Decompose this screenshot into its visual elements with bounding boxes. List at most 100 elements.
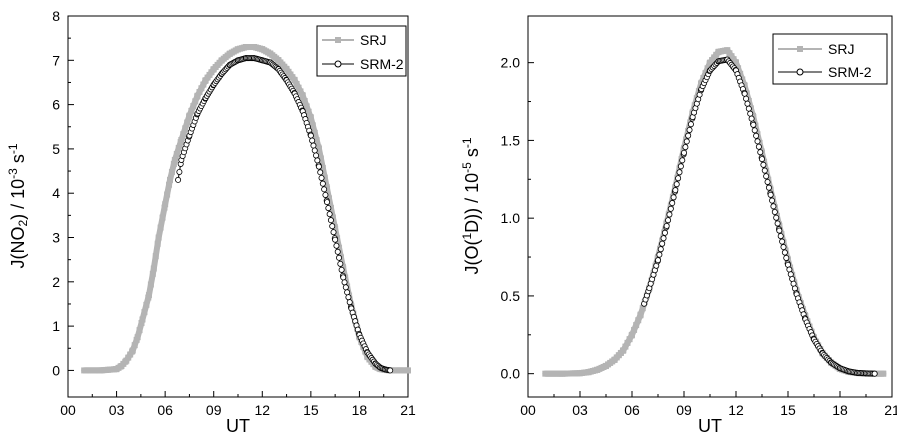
data-point-srm2 xyxy=(669,200,676,207)
y-tick-label: 5 xyxy=(52,141,60,157)
data-point-srm2 xyxy=(760,161,767,168)
data-point-srj xyxy=(139,316,146,323)
data-point-srm2 xyxy=(333,242,340,249)
data-point-srj xyxy=(184,119,191,126)
data-point-srm2 xyxy=(336,254,343,261)
data-point-srj xyxy=(672,184,679,191)
y-ticks: 0 1 2 3 4 5 6 7 8 xyxy=(52,8,74,378)
data-point-srj xyxy=(745,97,752,104)
data-point-srj xyxy=(192,98,199,105)
y-tick-label: 2.0 xyxy=(501,55,521,71)
series-line-srj xyxy=(542,47,887,377)
y-tick-label: 1.5 xyxy=(501,132,521,148)
data-point-srj xyxy=(159,214,166,221)
data-point-srm2 xyxy=(672,187,679,194)
data-point-srm2 xyxy=(755,143,762,150)
data-point-srm2 xyxy=(321,186,328,193)
data-point-srm2 xyxy=(754,138,761,145)
series-line-srj xyxy=(81,44,411,374)
data-point-srj xyxy=(626,336,633,343)
chart-o1d: 00 03 06 09 12 15 18 21 0.0 0.5 1.0 1.5 2.0 UT J(O(… xyxy=(460,15,897,436)
data-point-srj xyxy=(313,137,320,144)
data-point-srj xyxy=(161,204,168,211)
data-point-srm2 xyxy=(743,95,750,102)
data-point-srm2 xyxy=(330,229,337,236)
data-point-srj xyxy=(180,131,187,138)
legend-box xyxy=(316,25,407,77)
x-axis-title: UT xyxy=(698,416,722,436)
data-point-srm2 xyxy=(324,199,331,206)
data-point-srm2 xyxy=(670,194,677,201)
x-tick-label: 06 xyxy=(624,402,640,418)
data-point-srj xyxy=(150,265,157,272)
data-point-srj xyxy=(186,112,193,119)
legend-marker-srj xyxy=(797,46,803,52)
data-point-srm2 xyxy=(683,138,690,145)
x-axis-title: UT xyxy=(226,416,250,436)
data-point-srj xyxy=(152,253,159,260)
x-tick-label: 09 xyxy=(206,402,222,418)
data-point-srj xyxy=(297,88,304,95)
data-point-srj xyxy=(167,176,173,183)
data-point-srm2 xyxy=(673,181,680,188)
data-point-srm2 xyxy=(770,203,777,210)
x-tick-label: 18 xyxy=(352,402,368,418)
y-tick-label: 0 xyxy=(52,362,60,378)
data-point-srm2 xyxy=(665,217,672,224)
data-point-srm2 xyxy=(337,260,344,267)
y-axis-title-part: s xyxy=(462,148,482,162)
data-point-srm2 xyxy=(781,249,788,256)
data-point-srj xyxy=(301,98,308,105)
data-point-srj xyxy=(633,322,640,329)
x-tick-label: 15 xyxy=(303,402,319,418)
data-point-srj xyxy=(332,225,339,232)
data-point-srj xyxy=(741,82,748,89)
data-point-srm2 xyxy=(687,121,694,128)
data-point-srm2 xyxy=(763,173,770,180)
data-point-srj xyxy=(170,160,177,167)
data-point-srm2 xyxy=(759,156,766,163)
data-point-srj xyxy=(125,354,132,361)
data-point-srj xyxy=(317,155,324,162)
legend-label-srj: SRJ xyxy=(360,32,386,48)
data-point-srj xyxy=(136,327,143,334)
data-point-srj xyxy=(315,145,322,152)
data-point-srm2 xyxy=(319,180,326,187)
data-point-srj xyxy=(168,168,175,175)
y-tick-label: 0.0 xyxy=(501,366,521,382)
data-point-srj xyxy=(196,89,203,96)
data-point-srm2 xyxy=(682,144,689,151)
data-point-srj xyxy=(631,326,638,333)
data-point-srj xyxy=(311,129,318,136)
data-point-srj xyxy=(166,181,173,188)
data-point-srj xyxy=(739,76,746,83)
data-point-srm2 xyxy=(780,244,787,251)
data-point-srm2 xyxy=(764,178,771,185)
data-point-srm2 xyxy=(744,100,751,107)
data-point-srm2 xyxy=(659,240,666,247)
data-point-srm2 xyxy=(757,149,764,156)
data-point-srm2 xyxy=(667,205,674,212)
data-point-srm2 xyxy=(748,115,755,122)
data-point-srm2 xyxy=(767,191,774,198)
y-axis-title-part: J(O( xyxy=(462,240,482,275)
data-point-srj xyxy=(291,77,298,84)
data-point-srm2 xyxy=(660,235,667,242)
data-point-srj xyxy=(164,191,171,198)
data-point-srm2 xyxy=(325,205,332,212)
data-point-srm2 xyxy=(747,110,754,117)
data-point-srj xyxy=(127,351,134,358)
data-point-srm2 xyxy=(686,126,693,133)
x-ticks: 00 03 06 09 12 15 18 21 xyxy=(520,391,897,418)
y-axis-title-sup: 1 xyxy=(460,233,474,240)
data-point-srj xyxy=(147,281,154,288)
data-point-srj xyxy=(145,292,152,299)
data-point-srj xyxy=(138,320,145,327)
y-tick-label: 2 xyxy=(52,274,60,290)
data-point-srm2 xyxy=(338,266,345,273)
data-point-srj xyxy=(321,174,328,181)
y-tick-label: 8 xyxy=(52,8,60,24)
x-tick-label: 21 xyxy=(400,402,416,418)
data-point-srm2 xyxy=(657,246,664,253)
